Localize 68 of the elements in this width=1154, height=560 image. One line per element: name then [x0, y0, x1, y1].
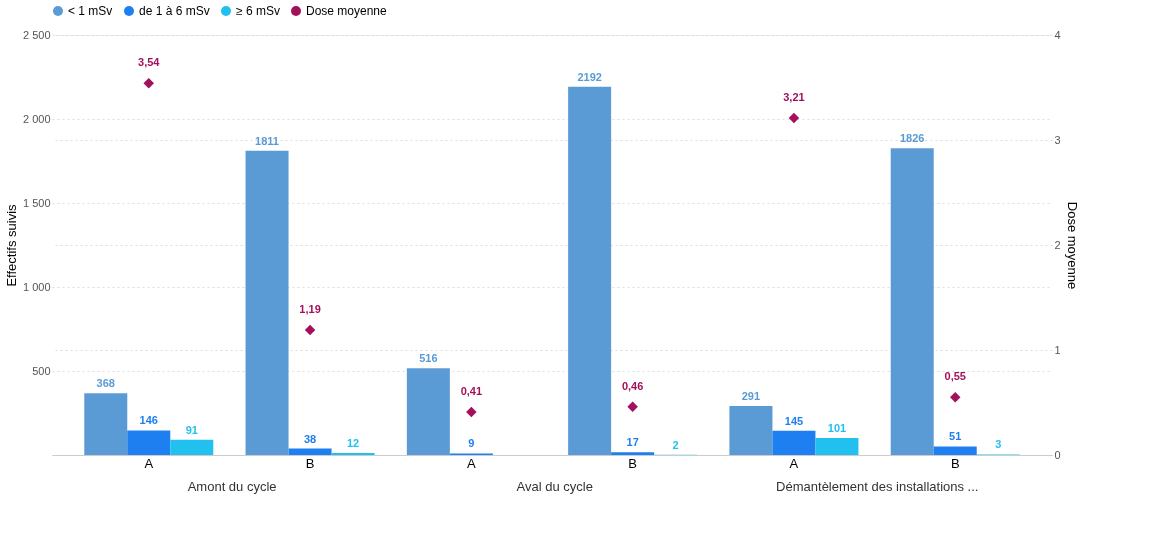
x-tick-label: B: [628, 455, 637, 471]
data-label: 291: [741, 390, 761, 403]
text: Amont du cycle: [187, 479, 277, 494]
bar: [84, 393, 128, 455]
y2-tick-label: 2: [1054, 238, 1061, 251]
legend-label: < 1 mSv: [68, 4, 113, 18]
y-axis-title: Effectifs suivis: [3, 203, 19, 287]
data-label: 9: [468, 437, 475, 450]
bar: [611, 452, 655, 455]
x-tick-label: A: [789, 455, 799, 471]
y2-tick-label: 0: [1054, 448, 1061, 461]
bar: [245, 150, 289, 455]
bar: [406, 368, 450, 455]
y-tick-label: 1 000: [22, 280, 51, 293]
data-label: 51: [949, 430, 962, 443]
data-label: 2192: [577, 70, 602, 83]
bar: [170, 439, 214, 455]
data-label: 146: [139, 414, 158, 427]
text: Démantèlement des installations ...: [776, 479, 979, 494]
data-label: 0,46: [621, 379, 644, 392]
point: [304, 324, 316, 336]
data-label: 145: [784, 414, 804, 427]
data-label: 2: [672, 438, 679, 451]
point: [627, 401, 638, 412]
data-label: 1811: [255, 134, 279, 147]
data-label: 17: [626, 436, 639, 449]
x-tick-label: A: [467, 455, 477, 471]
data-label: 1826: [899, 132, 925, 145]
data-label: 3,54: [138, 56, 161, 69]
bar: [890, 148, 934, 455]
y2-axis-title: Dose moyenne: [1064, 201, 1080, 290]
y2-tick-label: 1: [1054, 343, 1061, 356]
legend-label: de 1 à 6 mSv: [139, 4, 210, 18]
x-tick-label: B: [950, 455, 960, 471]
data-label: 0,55: [944, 370, 966, 383]
y2-tick-label: 3: [1054, 133, 1061, 146]
y-tick-label: 2 000: [22, 112, 51, 125]
y-tick-label: 1 500: [22, 196, 51, 209]
point: [788, 112, 800, 124]
data-label: 368: [96, 377, 115, 390]
point: [143, 78, 155, 89]
bar: [933, 446, 977, 455]
bar: [288, 448, 332, 455]
text: Aval du cycle: [516, 479, 593, 494]
data-label: 3: [995, 438, 1002, 451]
x-tick-label: B: [305, 455, 315, 471]
data-label: 38: [303, 432, 317, 445]
bar: [729, 406, 773, 455]
bar: [127, 430, 171, 455]
point: [466, 406, 477, 418]
bar: [815, 438, 859, 455]
bar: [772, 430, 816, 455]
y-tick-label: 2 500: [22, 28, 51, 41]
y2-tick-label: 4: [1054, 28, 1061, 41]
bar: [331, 452, 375, 455]
point: [949, 392, 961, 403]
data-label: 0,41: [460, 384, 483, 397]
legend-label: Dose moyenne: [306, 4, 388, 18]
data-label: 3,21: [783, 90, 805, 103]
bar: [568, 86, 612, 455]
data-label: 1,19: [299, 303, 321, 316]
data-label: 12: [346, 436, 360, 449]
data-label: 101: [827, 422, 847, 435]
data-label: 91: [185, 423, 198, 436]
data-label: 516: [419, 352, 438, 365]
x-tick-label: A: [144, 455, 154, 471]
legend-label: ≥ 6 mSv: [236, 4, 280, 18]
y-tick-label: 500: [32, 364, 51, 377]
